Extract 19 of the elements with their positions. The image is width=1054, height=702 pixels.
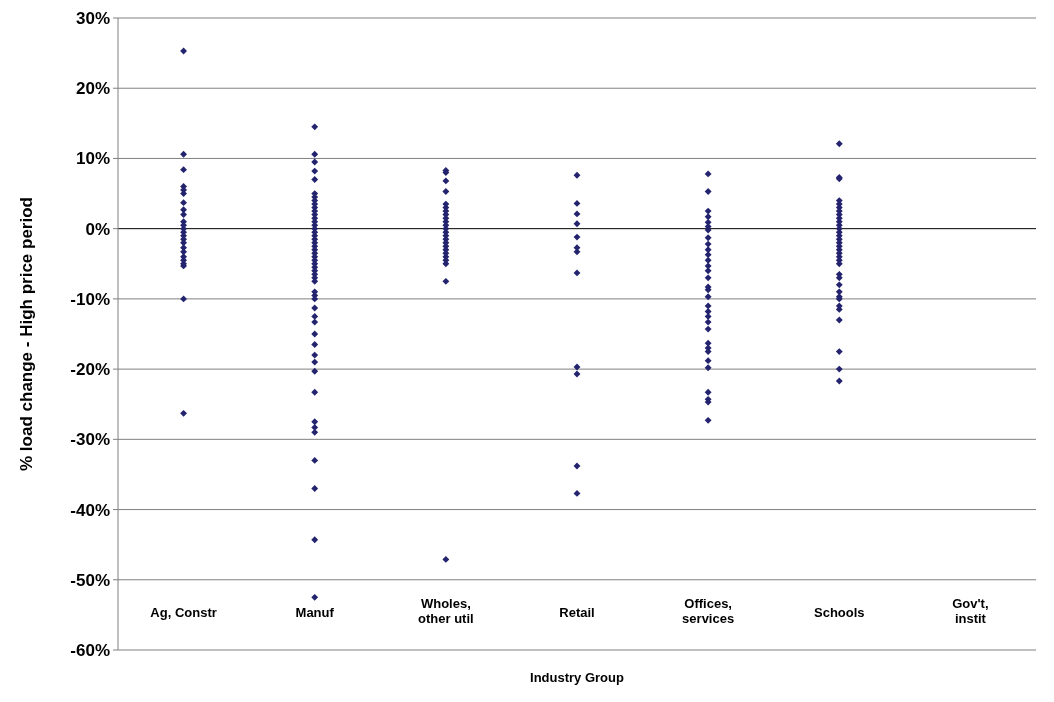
x-tick-label: Manuf bbox=[295, 604, 335, 620]
y-tick-label: 30% bbox=[75, 8, 110, 28]
x-tick-label: Ag, Constr bbox=[150, 604, 217, 620]
y-tick-label: -20% bbox=[70, 360, 110, 380]
y-tick-label: -40% bbox=[70, 500, 110, 520]
y-tick-label: -10% bbox=[70, 289, 110, 309]
y-tick-label: -30% bbox=[70, 430, 110, 450]
y-tick-label: 0% bbox=[85, 219, 110, 239]
y-tick-label: 10% bbox=[75, 149, 110, 169]
y-tick-label: -60% bbox=[70, 640, 110, 660]
x-tick-label: Offices, services bbox=[682, 596, 735, 627]
x-tick-label: Wholes, other util bbox=[418, 596, 474, 627]
y-tick-label: 20% bbox=[75, 79, 110, 99]
x-tick-label: Gov't, instit bbox=[952, 596, 989, 627]
x-tick-label: Schools bbox=[814, 604, 865, 620]
y-tick-label: -50% bbox=[70, 570, 110, 590]
x-tick-label: Retail bbox=[559, 604, 595, 620]
x-axis-title: Industry Group bbox=[530, 670, 624, 685]
y-axis-title: % load change - High price period bbox=[17, 197, 36, 471]
